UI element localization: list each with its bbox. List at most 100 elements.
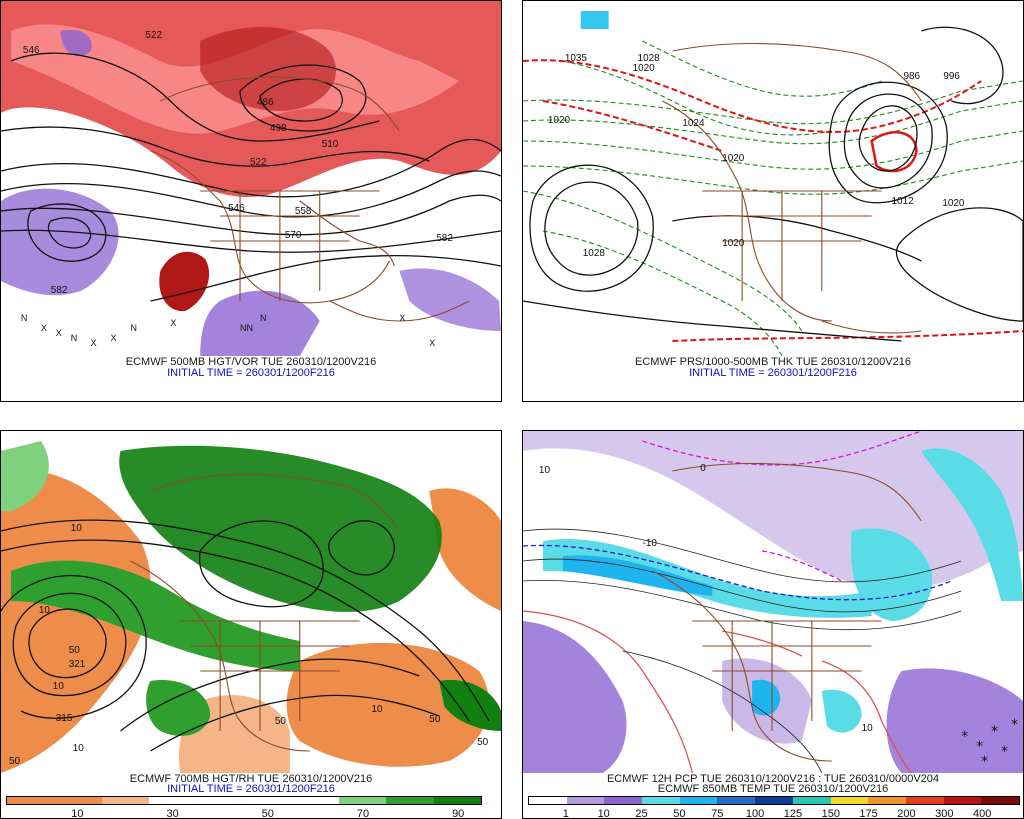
colorbar-swatch <box>386 797 434 804</box>
contour-label: -10 <box>643 538 658 549</box>
contour-label: 1020 <box>942 198 965 209</box>
contour-label: 582 <box>436 233 453 244</box>
colorbar-swatch <box>338 797 387 804</box>
initial-time-caption: INITIAL TIME = 260301/1200F216 <box>689 367 857 379</box>
colorbar-tick-label: 400 <box>972 808 992 819</box>
colorbar-tick-label: 50 <box>261 808 274 819</box>
contour-label: 10 <box>73 743 85 754</box>
colorbar-swatch <box>291 797 339 804</box>
panel-caption: ECMWF 700MB HGT/RH TUE 260310/1200V216 <box>129 773 373 785</box>
svg-text:X: X <box>91 338 97 348</box>
contour-label: 558 <box>295 206 312 217</box>
contour-label: 50 <box>275 716 287 727</box>
contour-label: 0 <box>700 463 706 474</box>
panel-caption: ECMWF PRS/1000-500MB THK TUE 260310/1200… <box>635 356 911 368</box>
colorbar-tick-label: 300 <box>935 808 954 819</box>
colorbar-swatch <box>54 797 102 804</box>
contour-label: 1020 <box>548 115 571 126</box>
svg-text:*: * <box>961 729 968 745</box>
colorbar-tick-label: 1 <box>562 808 569 819</box>
colorbar-tick-label: 10 <box>597 808 610 819</box>
colorbar-tick-label: 30 <box>166 808 179 819</box>
svg-text:X: X <box>56 328 62 338</box>
contour-label: 1020 <box>722 153 745 164</box>
colorbar-tick-label: 10 <box>71 808 84 819</box>
contour-label: 498 <box>270 123 287 134</box>
colorbar-tick-label: 125 <box>783 808 803 819</box>
colorbar-tick-label: 70 <box>356 808 370 819</box>
contour-label: 546 <box>228 203 245 214</box>
contour-label: 10 <box>71 523 83 534</box>
contour-label: 996 <box>943 71 960 82</box>
colorbar-swatch <box>792 797 831 804</box>
contour-label: 50 <box>69 645 81 656</box>
contour-label: 50 <box>477 737 489 748</box>
contour-label: 986 <box>903 71 920 82</box>
colorbar-swatch <box>604 797 643 804</box>
colorbar-tick-label: 150 <box>821 808 840 819</box>
colorbar-swatch <box>868 797 906 804</box>
colorbar-tick-label: 75 <box>711 808 724 819</box>
colorbar-swatch <box>905 797 944 804</box>
colorbar-swatch <box>981 797 1019 804</box>
map-precip-850temp: * * * * * * 10 0 -10 10 <box>523 431 1023 773</box>
contour-label: 486 <box>257 97 274 108</box>
colorbar-tick-label: 200 <box>897 808 916 819</box>
svg-text:X: X <box>111 333 117 343</box>
colorbar-tick-label: 50 <box>673 808 686 819</box>
colorbar-tick-label: 100 <box>745 808 765 819</box>
svg-text:NN: NN <box>240 323 253 333</box>
contour-label: 10 <box>53 681 65 692</box>
svg-text:*: * <box>991 724 998 740</box>
colorbar-swatch <box>7 797 55 804</box>
contour-label: 1020 <box>722 238 745 249</box>
svg-text:N: N <box>130 323 136 333</box>
panel-prs-thickness: 1035 1020 1028 1020 1012 1020 996 986 10… <box>522 0 1024 402</box>
svg-text:X: X <box>41 323 47 333</box>
svg-text:*: * <box>976 739 983 755</box>
svg-text:N: N <box>71 333 77 343</box>
colorbar-tick-label: 25 <box>635 808 648 819</box>
svg-text:*: * <box>981 754 988 770</box>
contour-label: 570 <box>285 230 302 241</box>
colorbar-swatch <box>566 797 605 804</box>
contour-label: 522 <box>250 157 267 168</box>
svg-text:N: N <box>21 313 27 323</box>
contour-label: 510 <box>322 139 339 150</box>
panel-precip-850temp: * * * * * * 10 0 -10 10 ECMWF 12H PCP TUE 26… <box>522 430 1024 819</box>
colorbar-swatch <box>830 797 869 804</box>
contour-label: 50 <box>9 756 21 767</box>
contour-label: 1028 <box>638 53 661 64</box>
contour-label: 321 <box>69 659 86 670</box>
colorbar-swatch <box>149 797 197 804</box>
contour-label: 10 <box>39 605 51 616</box>
colorbar-swatch <box>529 797 567 804</box>
colorbar-swatch <box>943 797 982 804</box>
svg-text:X: X <box>170 318 176 328</box>
svg-text:*: * <box>1001 744 1008 760</box>
colorbar-swatch <box>717 797 756 804</box>
contour-label: 1012 <box>892 196 915 207</box>
svg-text:X: X <box>429 338 435 348</box>
contour-label: 1020 <box>633 63 656 74</box>
svg-text:*: * <box>1011 717 1018 733</box>
contour-label: 315 <box>56 713 73 724</box>
svg-text:X: X <box>399 313 405 323</box>
colorbar-tick-label: 90 <box>452 808 465 819</box>
colorbar-swatch <box>101 797 150 804</box>
rh-colorbar: 10 30 50 70 90 <box>6 796 482 819</box>
colorbar-swatch <box>244 797 292 804</box>
colorbar-swatch <box>755 797 793 804</box>
map-pressure-thickness: 1035 1020 1028 1020 1012 1020 996 986 10… <box>523 1 1023 356</box>
map-700mb-height-rh: 10 10 50 321 10 315 10 50 50 10 50 50 <box>1 431 501 773</box>
contour-label: 1035 <box>565 53 588 64</box>
contour-label: 50 <box>429 714 441 725</box>
contour-label: 1028 <box>583 248 606 259</box>
colorbar-swatch <box>433 797 482 804</box>
svg-text:N: N <box>260 313 266 323</box>
colorbar-swatch <box>679 797 718 804</box>
precip-colorbar: 1 10 25 50 75 100 125 150 175 200 300 400 <box>528 796 1020 819</box>
colorbar-swatch <box>196 797 245 804</box>
